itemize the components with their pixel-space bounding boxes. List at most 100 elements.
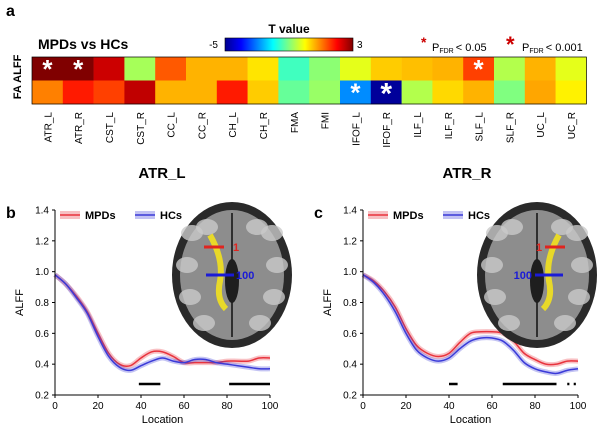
legend-label: MPDs <box>393 210 424 222</box>
heatmap-cell <box>93 80 125 105</box>
y-tick-label: 1.4 <box>35 206 49 217</box>
panel-letter-c: c <box>314 205 323 222</box>
heatmap-cell <box>494 80 526 105</box>
heatmap: * * * * * ALFF FA ATR_L ATR_R CST_L CST_R CC_L CC_R C… <box>12 54 587 148</box>
tract-mid-label: 100 <box>514 270 532 282</box>
heatmap-cell <box>32 57 64 81</box>
heatmap-column-label: IFOF_L <box>351 112 362 146</box>
x-tick-label: 40 <box>135 401 147 412</box>
heatmap-column-label: ILF_L <box>413 112 424 138</box>
colorbar-title: T value <box>268 22 310 36</box>
heatmap-cell <box>494 57 526 81</box>
x-tick-label: 20 <box>92 401 104 412</box>
brain-ventricle <box>530 259 544 303</box>
y-axis-label: ALFF <box>322 289 334 316</box>
brain-gyrus <box>179 289 201 305</box>
x-axis-label: Location <box>450 414 492 426</box>
x-tick-label: 80 <box>529 401 541 412</box>
x-tick-label: 0 <box>360 401 366 412</box>
heatmap-cell <box>340 80 372 105</box>
significance-star: * <box>380 77 392 110</box>
brain-gyrus <box>481 257 503 273</box>
heatmap-cell <box>524 57 556 81</box>
brain-gyrus <box>266 257 288 273</box>
heatmap-column-label: SLF_L <box>475 112 486 142</box>
heatmap-row-label: ALFF <box>12 54 24 82</box>
heatmap-column-label: IFOF_R <box>382 112 393 148</box>
panel-letter-b: b <box>6 205 16 222</box>
panel-title-atr-l: ATR_L <box>138 165 185 182</box>
sig-legend-star-small: * <box>421 34 427 50</box>
x-tick-label: 60 <box>178 401 190 412</box>
sig-legend-p-label: PFDR < 0.05 <box>432 42 487 55</box>
heatmap-cell <box>555 80 587 105</box>
series-line-hcs <box>54 274 271 372</box>
heatmap-column-label: CH_L <box>228 112 239 138</box>
legend-label: HCs <box>468 210 490 222</box>
heatmap-cell <box>62 80 94 105</box>
tract-mid-label: 100 <box>236 270 254 282</box>
colorbar <box>224 37 354 52</box>
heatmap-column-label: FMI <box>321 112 332 129</box>
y-tick-label: 1.0 <box>35 267 49 278</box>
heatmap-cell <box>432 57 464 81</box>
heatmap-column-label: CH_R <box>259 112 270 139</box>
sig-legend-star-large: * <box>506 32 515 57</box>
heatmap-column-label: UC_L <box>536 112 547 138</box>
x-axis-label: Location <box>142 414 184 426</box>
heatmap-cell <box>370 57 402 81</box>
sig-legend-fdr-005: * PFDR < 0.05 <box>421 34 487 55</box>
series-line-mpds <box>362 274 579 366</box>
brain-gyrus <box>571 257 593 273</box>
heatmap-cell <box>93 57 125 81</box>
heatmap-cell <box>32 80 64 105</box>
heatmap-cell <box>432 80 464 105</box>
significance-star: * <box>474 54 485 84</box>
heatmap-column-label: CST_R <box>136 112 147 145</box>
y-tick-label: 0.6 <box>343 329 357 340</box>
y-tick-label: 1.4 <box>343 206 357 217</box>
heatmap-cell <box>124 57 156 81</box>
y-tick-label: 1.0 <box>343 267 357 278</box>
brain-gyrus <box>554 315 576 331</box>
brain-gyrus <box>498 315 520 331</box>
y-tick-label: 0.8 <box>35 298 49 309</box>
heatmap-cell <box>278 80 310 105</box>
heatmap-column-label: CST_L <box>105 112 116 144</box>
line-chart-atr-l: 0 20 40 60 80 100 0.2 0.4 0.6 0.8 1.0 1.2 1.4 Locatio… <box>14 202 292 426</box>
brain-gyrus <box>484 289 506 305</box>
comparison-title: MPDs vs HCs <box>38 36 128 52</box>
legend-label: MPDs <box>85 210 116 222</box>
tract-fibers <box>207 233 229 312</box>
brain-gyrus <box>568 289 590 305</box>
x-tick-label: 80 <box>221 401 233 412</box>
tract-start-label: 1 <box>233 242 239 254</box>
heatmap-cell <box>401 57 433 81</box>
line-chart-atr-r: 0 20 40 60 80 100 0.2 0.4 0.6 0.8 1.0 1.2 1.4 Locatio… <box>322 202 597 426</box>
brain-gyrus <box>196 219 218 235</box>
heatmap-cell <box>309 80 341 105</box>
heatmap-cell <box>309 57 341 81</box>
heatmap-cell <box>216 80 248 105</box>
colorbar-max-label: 3 <box>357 40 363 51</box>
heatmap-column-label: CC_L <box>167 112 178 138</box>
heatmap-cell <box>463 80 495 105</box>
heatmap-cell <box>216 57 248 81</box>
x-tick-label: 40 <box>443 401 455 412</box>
brain-gyrus <box>176 257 198 273</box>
brain-gyrus <box>249 315 271 331</box>
panel-letter-a: a <box>6 3 15 20</box>
heatmap-column-label: UC_R <box>567 112 578 139</box>
brain-gyrus <box>501 219 523 235</box>
heatmap-cell <box>124 80 156 105</box>
y-tick-label: 1.2 <box>35 236 49 247</box>
heatmap-border <box>31 56 587 105</box>
panel-title-atr-r: ATR_R <box>443 165 492 182</box>
series-line-hcs <box>362 274 579 375</box>
y-tick-label: 0.8 <box>343 298 357 309</box>
brain-ventricle <box>225 259 239 303</box>
heatmap-cell <box>62 57 94 81</box>
sig-legend-fdr-0001: * PFDR < 0.001 <box>506 32 583 57</box>
y-tick-label: 0.2 <box>343 391 357 402</box>
x-tick-label: 20 <box>400 401 412 412</box>
